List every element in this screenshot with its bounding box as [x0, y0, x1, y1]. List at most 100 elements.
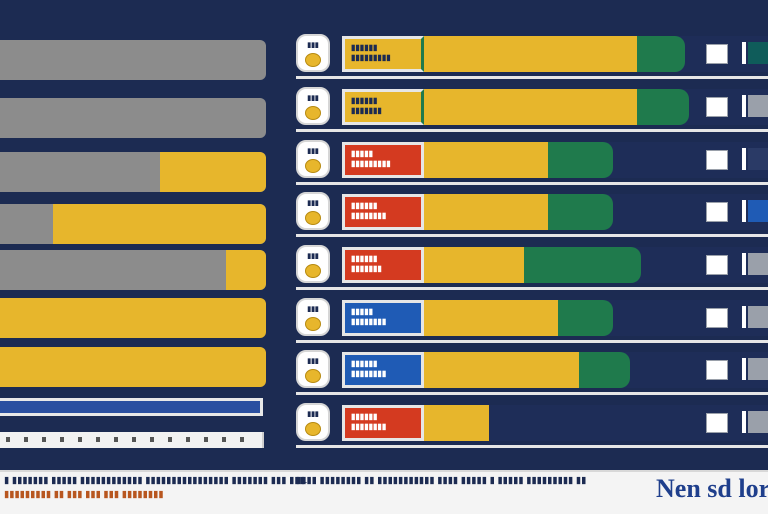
coin-icon: [305, 317, 321, 331]
row-icon-chip: ▮▮▮: [296, 298, 330, 336]
footnote-line-3: ▮▮▮▮ ▮▮▮▮▮▮▮▮ ▮▮ ▮▮▮▮▮▮▮▮▮▮▮ ▮▮▮▮ ▮▮▮▮▮ …: [296, 475, 587, 486]
bar-segment-gold: [424, 142, 548, 178]
row-icon-chip: ▮▮▮: [296, 87, 330, 125]
axis-tick: [132, 437, 136, 442]
coin-icon: [305, 159, 321, 173]
left-bar: [0, 250, 266, 290]
left-thin-bar: [0, 398, 263, 416]
left-bar-fill: [53, 204, 266, 244]
bar-track: [424, 89, 768, 125]
axis-tick: [78, 437, 82, 442]
chart-row: ▮▮▮▮▮▮▮▮▮▮▮▮▮▮▮▮▮: [286, 399, 768, 448]
status-mark-icon: [742, 306, 768, 328]
left-bar-fill: [226, 250, 266, 290]
footnote-line-1: ▮ ▮▮▮▮▮▮▮ ▮▮▮▮▮ ▮▮▮▮▮▮▮▮▮▮▮▮ ▮▮▮▮▮▮▮▮▮▮▮…: [4, 475, 308, 486]
row-divider: [296, 76, 768, 79]
row-label-tag: ▮▮▮▮▮▮ ▮▮▮▮▮▮▮▮▮: [342, 36, 424, 72]
chart-row: ▮▮▮▮▮▮▮▮▮▮▮▮▮▮▮▮: [286, 294, 768, 343]
axis-tick: [222, 437, 226, 442]
coin-icon: [305, 53, 321, 67]
chart-row: ▮▮▮▮▮▮▮▮▮▮▮▮▮▮▮▮: [286, 83, 768, 132]
axis-tick: [150, 437, 154, 442]
row-label-text: ▮▮▮▮▮: [351, 149, 374, 158]
status-mark-icon: [742, 253, 768, 275]
coin-icon: [305, 422, 321, 436]
footnote-line-2: ▮▮▮▮▮▮▮▮▮ ▮▮ ▮▮▮ ▮▮▮ ▮▮▮ ▮▮▮▮▮▮▮▮: [4, 489, 164, 500]
square-icon: [706, 255, 728, 275]
left-axis-strip: [0, 432, 264, 448]
row-label-text: ▮▮▮▮▮▮: [351, 96, 378, 105]
row-icon-chip: ▮▮▮: [296, 403, 330, 441]
square-icon: [706, 308, 728, 328]
chip-code: ▮▮▮: [307, 411, 319, 418]
row-label-text: ▮▮▮▮▮▮: [351, 201, 378, 210]
row-divider: [296, 445, 768, 448]
row-icon-chip: ▮▮▮: [296, 34, 330, 72]
axis-tick: [186, 437, 190, 442]
row-label-text: ▮▮▮▮▮▮▮▮▮: [351, 53, 391, 62]
row-icon-chip: ▮▮▮: [296, 245, 330, 283]
left-bar-chart: [0, 0, 282, 470]
row-label-tag: ▮▮▮▮▮▮▮▮▮▮▮▮▮▮: [342, 194, 424, 230]
square-icon: [706, 202, 728, 222]
bar-segment-gold: [424, 89, 638, 125]
row-divider: [296, 340, 768, 343]
axis-tick: [60, 437, 64, 442]
footer: ▮ ▮▮▮▮▮▮▮ ▮▮▮▮▮ ▮▮▮▮▮▮▮▮▮▮▮▮ ▮▮▮▮▮▮▮▮▮▮▮…: [0, 470, 768, 514]
row-label-tag: ▮▮▮▮▮▮▮▮▮▮▮▮▮: [342, 247, 424, 283]
chart-row: ▮▮▮▮▮▮▮▮▮▮▮▮▮▮▮▮▮: [286, 188, 768, 237]
coin-icon: [305, 106, 321, 120]
bar-segment-green: [578, 352, 631, 388]
row-label-tag: ▮▮▮▮▮▮▮▮▮▮▮▮▮▮: [342, 142, 424, 178]
row-label-tag: ▮▮▮▮▮▮▮▮▮▮▮▮▮▮: [342, 405, 424, 441]
left-bar: [0, 98, 266, 138]
row-label-text: ▮▮▮▮▮: [351, 307, 374, 316]
bar-segment-green: [547, 142, 614, 178]
chip-code: ▮▮▮: [307, 95, 319, 102]
status-mark-icon: [742, 358, 768, 380]
bar-segment-gold: [424, 352, 579, 388]
left-bar-fill: [159, 152, 266, 192]
chip-code: ▮▮▮: [307, 148, 319, 155]
row-label-text: ▮▮▮▮▮▮▮▮: [351, 422, 387, 431]
left-bar: [0, 40, 266, 80]
row-divider: [296, 392, 768, 395]
row-divider: [296, 182, 768, 185]
bar-segment-green: [637, 89, 689, 125]
status-mark-icon: [742, 95, 768, 117]
bar-segment-gold: [424, 194, 548, 230]
square-icon: [706, 413, 728, 433]
bar-segment-green: [547, 194, 614, 230]
axis-tick: [114, 437, 118, 442]
status-mark-icon: [742, 42, 768, 64]
status-mark-icon: [742, 148, 768, 170]
bar-segment-gold: [424, 247, 524, 283]
chip-code: ▮▮▮: [307, 42, 319, 49]
row-label-text: ▮▮▮▮▮▮▮: [351, 106, 382, 115]
coin-icon: [305, 264, 321, 278]
row-label-text: ▮▮▮▮▮▮: [351, 359, 378, 368]
square-icon: [706, 44, 728, 64]
row-divider: [296, 234, 768, 237]
row-label-text: ▮▮▮▮▮▮: [351, 412, 378, 421]
axis-tick: [204, 437, 208, 442]
chip-code: ▮▮▮: [307, 200, 319, 207]
chart-row: ▮▮▮▮▮▮▮▮▮▮▮▮▮▮▮▮▮: [286, 346, 768, 395]
row-label-text: ▮▮▮▮▮▮: [351, 254, 378, 263]
row-label-text: ▮▮▮▮▮▮▮▮▮: [351, 159, 391, 168]
left-bar: [0, 204, 266, 244]
row-label-text: ▮▮▮▮▮▮▮▮: [351, 211, 387, 220]
brand-logo-text: Nen sd lore: [656, 474, 768, 503]
row-icon-chip: ▮▮▮: [296, 192, 330, 230]
square-icon: [706, 150, 728, 170]
chart-row: ▮▮▮▮▮▮▮▮▮▮▮▮▮▮▮▮: [286, 241, 768, 290]
row-label-tag: ▮▮▮▮▮▮▮▮▮▮▮▮▮: [342, 89, 424, 125]
row-label-tag: ▮▮▮▮▮▮▮▮▮▮▮▮▮: [342, 300, 424, 336]
left-bar: [0, 152, 266, 192]
chip-code: ▮▮▮: [307, 306, 319, 313]
row-label-tag: ▮▮▮▮▮▮▮▮▮▮▮▮▮▮: [342, 352, 424, 388]
row-divider: [296, 129, 768, 132]
row-icon-chip: ▮▮▮: [296, 140, 330, 178]
row-label-text: ▮▮▮▮▮▮▮▮: [351, 369, 387, 378]
left-bar: [0, 298, 266, 338]
